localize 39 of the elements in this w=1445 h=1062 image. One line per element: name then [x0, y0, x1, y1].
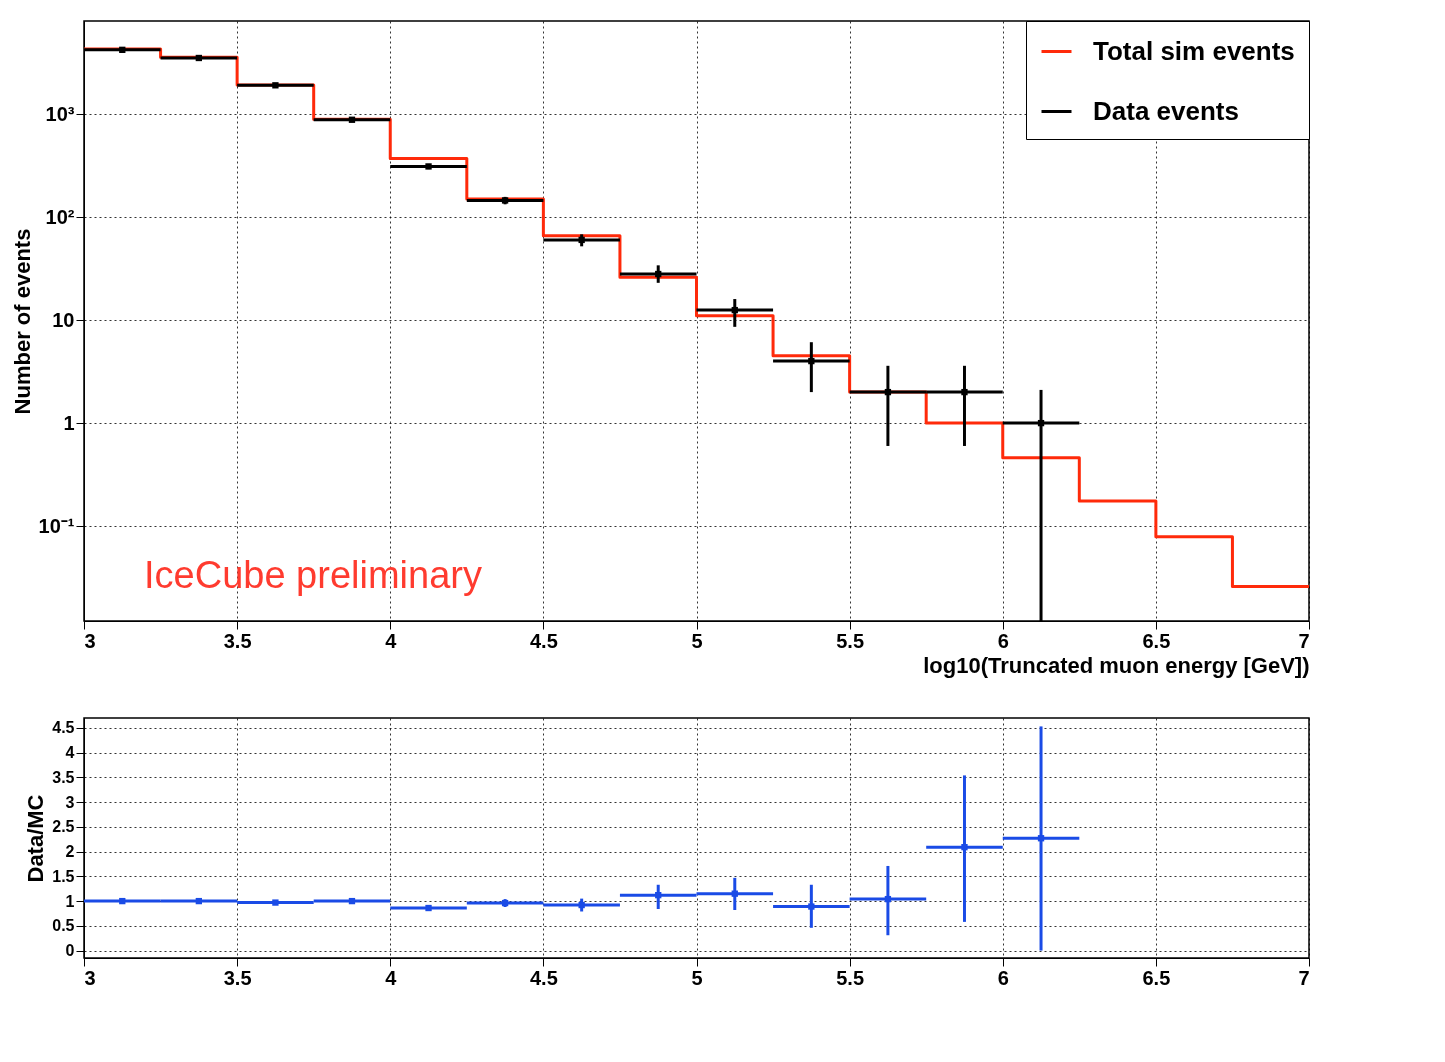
legend-label: Data events — [1093, 95, 1239, 126]
y-tick-label: 4.5 — [52, 719, 75, 737]
y-tick-label: 1.5 — [52, 867, 75, 885]
legend-label: Total sim events — [1093, 35, 1295, 66]
x-tick-label: 6 — [997, 966, 1009, 989]
x-tick-label: 5 — [691, 629, 703, 652]
y-tick-label: 1 — [65, 892, 75, 910]
y-tick-label: 2 — [65, 843, 75, 861]
x-tick-label: 4 — [385, 966, 398, 989]
x-tick-label: 3 — [84, 629, 96, 652]
x-tick-label: 7 — [1298, 629, 1310, 652]
y-tick-label: 3 — [65, 793, 75, 811]
x-tick-label: 7 — [1298, 966, 1310, 989]
y-tick-label: 3.5 — [52, 768, 75, 786]
y-tick-label: 0 — [65, 942, 75, 960]
y-tick-label: 1 — [63, 411, 75, 434]
x-tick-label: 6.5 — [1142, 629, 1171, 652]
x-tick-label: 5.5 — [836, 629, 865, 652]
y-tick-label: 4 — [65, 744, 75, 762]
y-axis-title: Data/MC — [23, 794, 49, 883]
y-tick-label: 0.5 — [52, 917, 75, 935]
x-tick-label: 6.5 — [1142, 966, 1171, 989]
x-tick-label: 4.5 — [529, 966, 558, 989]
x-tick-label: 5 — [691, 966, 703, 989]
x-tick-label: 5.5 — [836, 966, 865, 989]
annotation: IceCube preliminary — [144, 554, 482, 596]
y-tick-label: 10⁻¹ — [38, 514, 75, 537]
x-tick-label: 3.5 — [223, 966, 252, 989]
y-tick-label: 10 — [52, 308, 75, 331]
x-axis-title: log10(Truncated muon energy [GeV]) — [923, 652, 1310, 678]
x-tick-label: 6 — [997, 629, 1009, 652]
y-tick-label: 10² — [45, 205, 75, 228]
x-tick-label: 3 — [84, 966, 96, 989]
y-tick-label: 10³ — [45, 102, 75, 125]
x-tick-label: 4.5 — [529, 629, 558, 652]
y-tick-label: 2.5 — [52, 818, 75, 836]
x-tick-label: 4 — [385, 629, 398, 652]
x-tick-label: 3.5 — [223, 629, 252, 652]
y-axis-title: Number of events — [9, 228, 35, 415]
